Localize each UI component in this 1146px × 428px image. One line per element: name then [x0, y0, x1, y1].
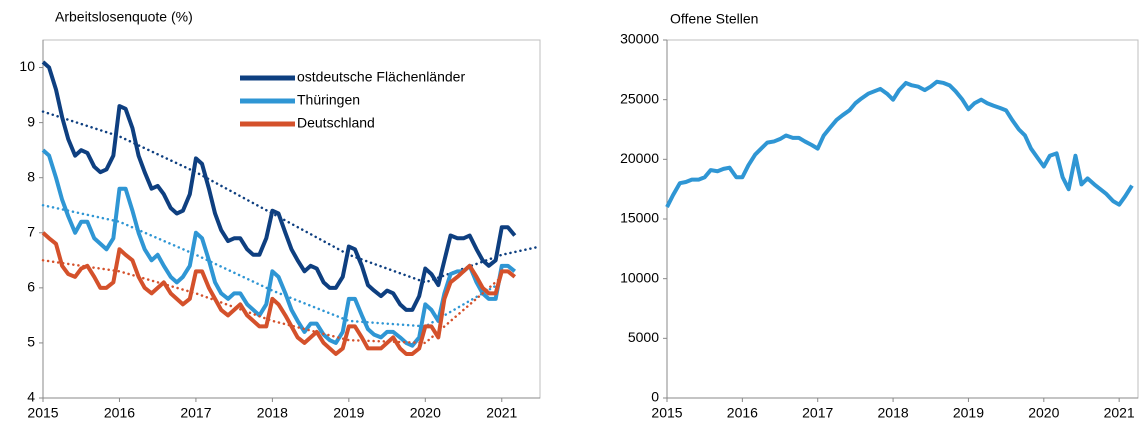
chart-title: Offene Stellen: [670, 11, 758, 27]
legend-label: Deutschland: [297, 115, 375, 131]
trend-line: [41, 259, 504, 345]
legend-label: Thüringen: [297, 92, 360, 108]
data-line: [41, 60, 517, 312]
trend-line: [41, 110, 542, 284]
x-tick-label: 2020: [410, 405, 441, 421]
y-tick-label: 8: [27, 168, 35, 184]
data-line: [665, 79, 1134, 208]
x-tick-label: 2015: [651, 405, 682, 421]
x-tick-label: 2019: [333, 405, 364, 421]
y-tick-label: 10000: [620, 269, 659, 285]
y-tick-label: 6: [27, 279, 35, 295]
x-tick-label: 2016: [727, 405, 758, 421]
x-tick-label: 2016: [104, 405, 135, 421]
y-tick-label: 0: [651, 389, 659, 405]
x-tick-label: 2015: [27, 405, 58, 421]
y-tick-label: 4: [27, 389, 35, 405]
y-tick-label: 5: [27, 334, 35, 350]
y-tick-label: 10: [19, 58, 35, 74]
x-tick-label: 2021: [486, 405, 517, 421]
x-tick-label: 2017: [802, 405, 833, 421]
y-tick-label: 7: [27, 223, 35, 239]
chart-title: Arbeitslosenquote (%): [55, 9, 193, 25]
y-tick-label: 25000: [620, 90, 659, 106]
x-tick-label: 2021: [1104, 405, 1135, 421]
y-tick-label: 30000: [620, 31, 659, 47]
x-tick-label: 2017: [180, 405, 211, 421]
x-tick-label: 2018: [878, 405, 909, 421]
x-tick-label: 2019: [953, 405, 984, 421]
y-tick-label: 9: [27, 113, 35, 129]
data-line: [41, 231, 517, 356]
y-tick-label: 5000: [628, 329, 659, 345]
plot-frame: [666, 39, 1139, 399]
data-line: [41, 148, 517, 348]
x-tick-label: 2020: [1028, 405, 1059, 421]
y-tick-label: 20000: [620, 150, 659, 166]
x-tick-label: 2018: [257, 405, 288, 421]
trend-line: [41, 203, 504, 328]
legend-label: ostdeutsche Flächenländer: [297, 69, 465, 85]
y-tick-label: 15000: [620, 210, 659, 226]
